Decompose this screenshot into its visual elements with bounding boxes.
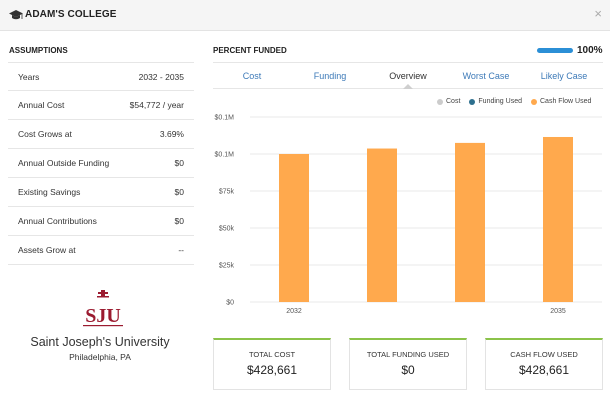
funding-chart: $0 $25k $50k $75k $0.1M $0.1M 2032 2035 (215, 115, 602, 315)
assumption-row: Existing Savings $0 (8, 178, 194, 207)
assumption-value: $0 (174, 187, 184, 197)
bar-2034 (455, 142, 485, 302)
total-card: CASH FLOW USED $428,661 (485, 338, 603, 390)
university-logo: SJU (83, 290, 123, 327)
assumption-label: Years (18, 71, 40, 82)
chart-legend: Cost Funding Used Cash Flow Used (437, 98, 591, 105)
assumption-row: Annual Cost $54,772 / year (8, 91, 194, 120)
percent-funded-value: 100% (577, 45, 603, 56)
bar-2032 (279, 154, 309, 302)
university-logo-text: SJU (85, 305, 121, 327)
assumptions-header: ASSUMPTIONS (9, 46, 68, 55)
x-tick-label: 2032 (286, 308, 302, 315)
university-name: Saint Joseph's University (30, 335, 170, 349)
assumption-value: $0 (174, 216, 184, 226)
assumption-value: -- (178, 245, 184, 255)
assumption-row: Cost Grows at 3.69% (8, 120, 194, 149)
total-card: TOTAL COST $428,661 (213, 338, 331, 390)
assumption-value: $54,772 / year (129, 100, 184, 110)
totals-row: TOTAL COST $428,661 TOTAL FUNDING USED $0 CA… (213, 338, 603, 390)
y-tick-label: $0.1M (215, 152, 235, 159)
bar-2035 (543, 136, 573, 302)
total-card-label: CASH FLOW USED (510, 350, 578, 359)
legend-item[interactable]: Funding Used (469, 98, 522, 105)
legend-item[interactable]: Cash Flow Used (531, 98, 591, 105)
assumptions-list: Years 2032 - 2035 Annual Cost $54,772 / yea… (8, 62, 194, 265)
tab-funding[interactable]: Funding (313, 71, 347, 81)
assumption-label: Cost Grows at (18, 129, 72, 139)
legend-label: Funding Used (478, 98, 522, 105)
university-location: Philadelphia, PA (69, 352, 131, 362)
assumption-label: Assets Grow at (18, 245, 76, 255)
assumption-row: Annual Outside Funding $0 (8, 149, 194, 178)
total-card-value: $428,661 (246, 363, 298, 377)
assumption-row: Assets Grow at -- (8, 236, 194, 265)
window-title: ADAM'S COLLEGE (25, 9, 117, 20)
assumption-label: Annual Contributions (18, 216, 97, 226)
legend-swatch (437, 98, 443, 105)
legend-swatch (531, 98, 537, 105)
x-tick-label: 2035 (550, 308, 566, 315)
bar-2033 (367, 148, 397, 302)
total-card-value: $0 (401, 363, 415, 377)
y-tick-label: $75k (219, 189, 235, 196)
y-tick-label: $50k (219, 226, 235, 233)
percent-funded-bar (537, 48, 573, 53)
total-card-label: TOTAL COST (248, 350, 296, 359)
window-titlebar: ADAM'S COLLEGE × (0, 0, 610, 31)
assumption-label: Annual Outside Funding (18, 158, 110, 168)
tab-likely-case[interactable]: Likely Case (540, 71, 588, 81)
tab-cost[interactable]: Cost (242, 71, 262, 81)
total-card-value: $428,661 (518, 363, 570, 377)
legend-label: Cost (446, 98, 461, 105)
y-tick-label: $25k (219, 263, 235, 270)
total-card-label: TOTAL FUNDING USED (366, 350, 450, 359)
tab-worst-case[interactable]: Worst Case (462, 71, 510, 81)
assumption-value: 2032 - 2035 (138, 71, 184, 82)
assumption-value: $0 (174, 158, 184, 168)
graduation-cap-icon (9, 10, 23, 20)
assumption-label: Existing Savings (18, 187, 81, 197)
chart-tabs: Cost Funding Overview Worst Case Likely Case (213, 62, 603, 89)
y-tick-label: $0.1M (215, 115, 235, 122)
percent-funded-label: PERCENT FUNDED (213, 46, 287, 55)
legend-item[interactable]: Cost (437, 98, 460, 105)
total-card: TOTAL FUNDING USED $0 (349, 338, 467, 390)
close-icon[interactable]: × (594, 6, 602, 21)
assumption-row: Years 2032 - 2035 (8, 62, 194, 91)
legend-label: Cash Flow Used (540, 98, 592, 105)
assumption-label: Annual Cost (18, 100, 65, 110)
legend-swatch (469, 98, 476, 105)
assumption-value: 3.69% (159, 129, 184, 139)
y-tick-label: $0 (226, 300, 234, 307)
assumption-row: Annual Contributions $0 (8, 207, 194, 236)
tab-overview[interactable]: Overview (369, 63, 447, 89)
